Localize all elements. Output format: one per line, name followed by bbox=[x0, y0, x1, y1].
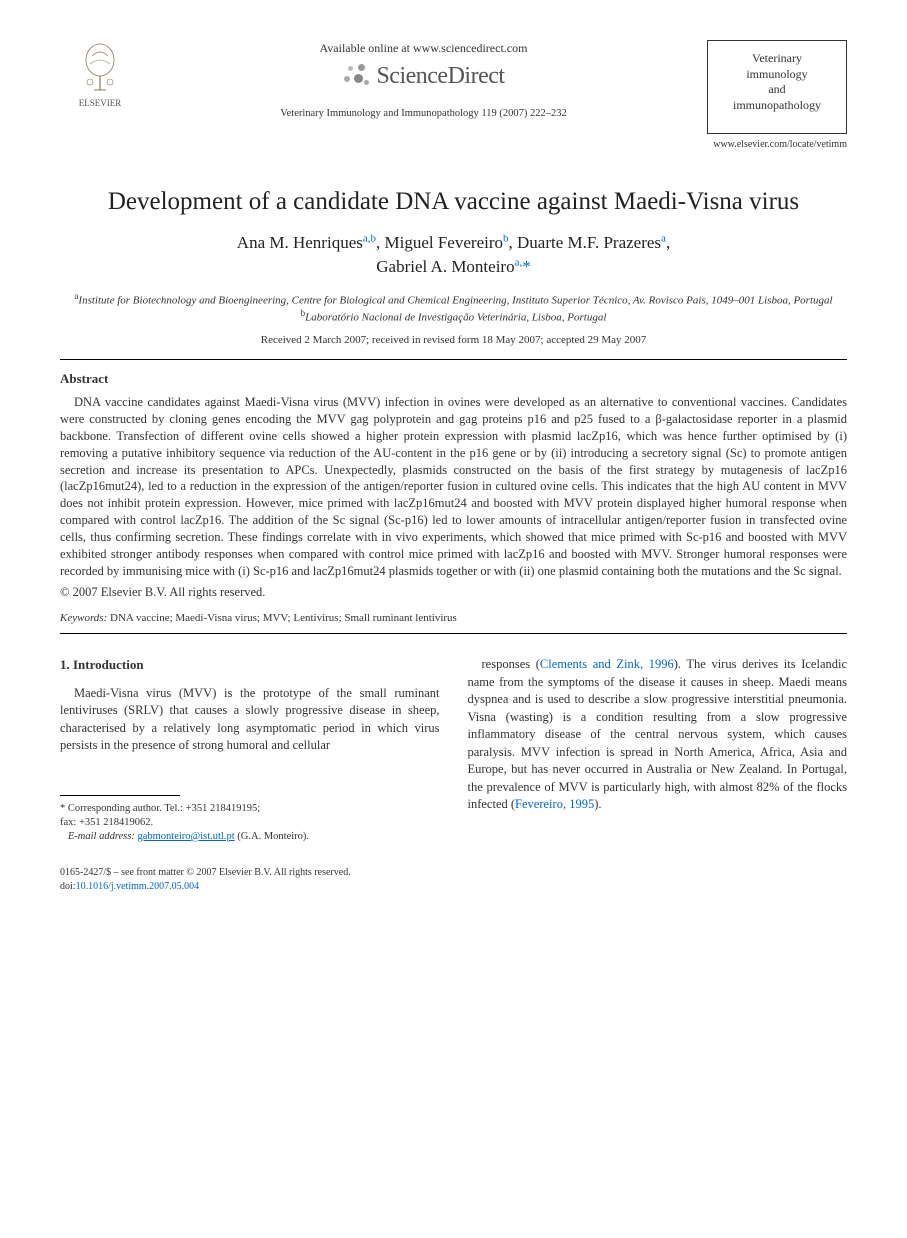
article-dates: Received 2 March 2007; received in revis… bbox=[60, 333, 847, 348]
footnote-separator bbox=[60, 795, 180, 796]
doi-line: doi:10.1016/j.vetimm.2007.05.004 bbox=[60, 880, 847, 894]
keywords-line: Keywords: DNA vaccine; Maedi-Visna virus… bbox=[60, 611, 847, 626]
author-name: Miguel Fevereiro bbox=[385, 233, 504, 252]
text-fragment: ). The virus derives its Icelandic name … bbox=[468, 657, 848, 811]
journal-box-line: and bbox=[714, 82, 840, 98]
section-heading: 1. Introduction bbox=[60, 656, 440, 674]
corresponding-author-mark[interactable]: * bbox=[522, 257, 531, 276]
abstract-copyright: © 2007 Elsevier B.V. All rights reserved… bbox=[60, 584, 847, 601]
affiliation-text: Institute for Biotechnology and Bioengin… bbox=[78, 294, 832, 306]
intro-paragraph: Maedi-Visna virus (MVV) is the prototype… bbox=[60, 685, 440, 755]
journal-box-line: immunopathology bbox=[714, 98, 840, 114]
citation-link[interactable]: Clements and Zink, 1996 bbox=[540, 657, 674, 671]
header-row: ELSEVIER Available online at www.science… bbox=[60, 40, 847, 170]
footnote-tel: * Corresponding author. Tel.: +351 21841… bbox=[60, 802, 440, 816]
email-link[interactable]: gabmonteiro@ist.utl.pt bbox=[137, 831, 234, 842]
journal-box-wrap: Veterinary immunology and immunopatholog… bbox=[707, 40, 847, 170]
body-columns: 1. Introduction Maedi-Visna virus (MVV) … bbox=[60, 656, 847, 844]
journal-reference: Veterinary Immunology and Immunopatholog… bbox=[150, 107, 697, 121]
elsevier-tree-icon bbox=[75, 40, 125, 95]
right-column: responses (Clements and Zink, 1996). The… bbox=[468, 656, 848, 844]
keywords-label: Keywords: bbox=[60, 612, 107, 624]
page-footer: 0165-2427/$ – see front matter © 2007 El… bbox=[60, 866, 847, 893]
doi-label: doi: bbox=[60, 881, 76, 892]
left-column: 1. Introduction Maedi-Visna virus (MVV) … bbox=[60, 656, 440, 844]
sciencedirect-dots-icon bbox=[342, 62, 370, 90]
citation-link[interactable]: Fevereiro, 1995 bbox=[515, 797, 594, 811]
author-name: Duarte M.F. Prazeres bbox=[517, 233, 661, 252]
journal-box-line: Veterinary bbox=[714, 51, 840, 67]
author-affiliation-marker[interactable]: a bbox=[661, 232, 666, 244]
issn-line: 0165-2427/$ – see front matter © 2007 El… bbox=[60, 866, 847, 880]
author-name: Ana M. Henriques bbox=[237, 233, 363, 252]
text-fragment: ). bbox=[594, 797, 601, 811]
divider bbox=[60, 633, 847, 634]
abstract-heading: Abstract bbox=[60, 370, 847, 388]
keywords-text: DNA vaccine; Maedi-Visna virus; MVV; Len… bbox=[110, 612, 457, 624]
email-label: E-mail address: bbox=[68, 831, 135, 842]
footnote-email-line: E-mail address: gabmonteiro@ist.utl.pt (… bbox=[60, 830, 440, 844]
article-title: Development of a candidate DNA vaccine a… bbox=[60, 186, 847, 217]
author-name: Gabriel A. Monteiro bbox=[376, 257, 514, 276]
doi-link[interactable]: 10.1016/j.vetimm.2007.05.004 bbox=[76, 881, 200, 892]
intro-paragraph-cont: responses (Clements and Zink, 1996). The… bbox=[468, 656, 848, 814]
authors-line: Ana M. Henriquesa,b, Miguel Fevereirob, … bbox=[60, 231, 847, 279]
publisher-name: ELSEVIER bbox=[60, 97, 140, 109]
abstract-body: DNA vaccine candidates against Maedi-Vis… bbox=[60, 394, 847, 580]
journal-box-line: immunology bbox=[714, 67, 840, 83]
corresponding-author-footnote: * Corresponding author. Tel.: +351 21841… bbox=[60, 802, 440, 845]
author-affiliation-marker[interactable]: b bbox=[503, 232, 509, 244]
sciencedirect-text: ScienceDirect bbox=[376, 60, 504, 92]
affiliations: aInstitute for Biotechnology and Bioengi… bbox=[60, 291, 847, 325]
journal-url[interactable]: www.elsevier.com/locate/vetimm bbox=[707, 138, 847, 152]
journal-title-box: Veterinary immunology and immunopatholog… bbox=[707, 40, 847, 134]
center-header: Available online at www.sciencedirect.co… bbox=[140, 40, 707, 121]
author-affiliation-marker[interactable]: a,b bbox=[363, 232, 376, 244]
email-author: (G.A. Monteiro). bbox=[237, 831, 309, 842]
affiliation-text: Laboratório Nacional de Investigação Vet… bbox=[305, 311, 606, 323]
publisher-logo-block: ELSEVIER bbox=[60, 40, 140, 109]
available-online-text: Available online at www.sciencedirect.co… bbox=[150, 40, 697, 56]
text-fragment: responses ( bbox=[482, 657, 540, 671]
divider bbox=[60, 359, 847, 360]
sciencedirect-logo: ScienceDirect bbox=[150, 60, 697, 92]
footnote-fax: fax: +351 218419062. bbox=[60, 816, 440, 830]
